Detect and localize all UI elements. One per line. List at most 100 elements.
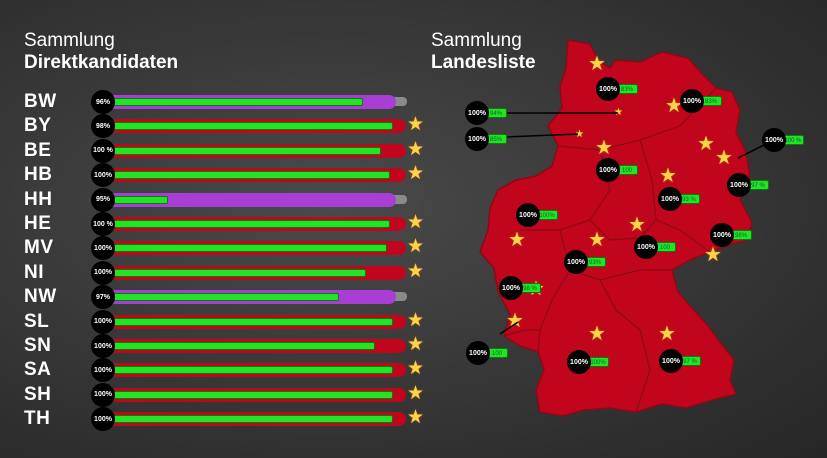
percent-badge: 100% bbox=[762, 128, 786, 152]
state-code: BY bbox=[24, 115, 52, 137]
star-icon: ★ bbox=[715, 147, 733, 169]
percent-badge: 98% bbox=[91, 114, 115, 139]
state-row-bw: BW 96% bbox=[24, 90, 407, 114]
star-icon: ★ bbox=[575, 129, 584, 140]
percent-badge: 100% bbox=[727, 173, 751, 197]
percent-badge: 100% bbox=[596, 77, 620, 101]
percent-badge: 100% bbox=[91, 358, 115, 383]
state-code: HB bbox=[24, 164, 53, 186]
percent-badge: 100% bbox=[466, 341, 490, 365]
star-icon: ★ bbox=[588, 323, 606, 345]
state-row-sn: SN 100% ★ bbox=[24, 334, 424, 358]
state-row-th: TH 100% ★ bbox=[24, 407, 424, 432]
border-line-8 bbox=[503, 329, 540, 337]
state-code: SL bbox=[24, 310, 50, 332]
star-icon: ★ bbox=[407, 212, 425, 233]
percent-badge: 97% bbox=[91, 285, 115, 310]
percent-badge: 100% bbox=[91, 382, 115, 407]
state-code: TH bbox=[24, 408, 51, 430]
star-icon: ★ bbox=[407, 309, 425, 331]
state-row-be: BE 100 % ★ bbox=[24, 138, 424, 163]
percent-badge: 95% bbox=[91, 187, 115, 212]
left-title: Sammlung Direktkandidaten bbox=[24, 30, 178, 74]
state-code: SN bbox=[24, 335, 52, 356]
state-code: MV bbox=[24, 237, 54, 259]
state-code: SH bbox=[24, 383, 52, 405]
state-row-by: BY 98% ★ bbox=[24, 114, 424, 139]
border-line-6 bbox=[537, 269, 571, 353]
state-row-ni: NI 100% ★ bbox=[24, 260, 424, 285]
left-title-line2: Direktkandidaten bbox=[24, 52, 179, 73]
star-icon: ★ bbox=[407, 163, 425, 185]
goal-bar bbox=[94, 192, 396, 207]
border-line-7 bbox=[599, 279, 651, 413]
right-title-line2: Landesliste bbox=[431, 52, 536, 73]
star-icon: ★ bbox=[407, 114, 425, 136]
state-row-sa: SA 100% ★ bbox=[24, 358, 424, 383]
star-icon: ★ bbox=[407, 382, 425, 404]
star-icon: ★ bbox=[407, 236, 425, 258]
percent-badge: 100 % bbox=[91, 138, 115, 163]
right-title: Sammlung Landesliste bbox=[431, 30, 536, 74]
state-row-mv: MV 100% ★ bbox=[24, 236, 424, 261]
state-code: BW bbox=[24, 91, 57, 112]
percent-badge: 100% bbox=[91, 309, 115, 334]
germany-outline bbox=[479, 39, 753, 417]
percent-badge: 100% bbox=[564, 250, 588, 274]
percent-badge: 100% bbox=[658, 187, 682, 211]
star-icon: ★ bbox=[665, 95, 683, 117]
state-row-sl: SL 100% ★ bbox=[24, 309, 424, 334]
percent-badge: 100 % bbox=[91, 212, 115, 236]
state-code: HH bbox=[24, 188, 53, 210]
state-row-hb: HB 100% ★ bbox=[24, 163, 424, 188]
state-row-sh: SH 100% ★ bbox=[24, 382, 424, 407]
percent-badge: 100% bbox=[516, 203, 540, 227]
percent-badge: 100% bbox=[91, 236, 115, 261]
state-row-nw: NW 97% bbox=[24, 285, 407, 310]
percent-badge: 100% bbox=[634, 235, 658, 259]
state-code: NI bbox=[24, 261, 44, 283]
percent-badge: 100% bbox=[596, 158, 620, 182]
germany-map bbox=[440, 30, 770, 435]
star-icon: ★ bbox=[407, 334, 425, 355]
star-icon: ★ bbox=[508, 229, 526, 251]
percent-badge: 100% bbox=[567, 350, 591, 374]
percent-badge: 100% bbox=[710, 223, 734, 247]
percent-badge: 100% bbox=[91, 334, 115, 358]
state-code: BE bbox=[24, 139, 52, 161]
star-icon: ★ bbox=[628, 214, 646, 236]
percent-badge: 96% bbox=[91, 90, 115, 114]
star-icon: ★ bbox=[506, 310, 524, 332]
star-icon: ★ bbox=[658, 323, 676, 345]
border-line-4 bbox=[589, 219, 657, 241]
star-icon: ★ bbox=[704, 244, 722, 266]
star-icon: ★ bbox=[407, 407, 425, 429]
connector-line bbox=[504, 133, 579, 138]
star-icon: ★ bbox=[659, 165, 677, 187]
star-icon: ★ bbox=[588, 53, 606, 75]
left-title-line1: Sammlung bbox=[24, 30, 115, 51]
star-icon: ★ bbox=[614, 107, 623, 118]
state-code: SA bbox=[24, 359, 52, 381]
percent-badge: 100% bbox=[499, 276, 523, 300]
percent-badge: 100% bbox=[91, 260, 115, 285]
state-row-hh: HH 95% bbox=[24, 187, 407, 212]
star-icon: ★ bbox=[407, 138, 425, 160]
star-icon: ★ bbox=[595, 137, 613, 159]
star-icon: ★ bbox=[697, 133, 715, 155]
percent-badge: 100% bbox=[91, 163, 115, 188]
star-icon: ★ bbox=[407, 358, 425, 380]
state-row-he: HE 100 % ★ bbox=[24, 212, 424, 236]
germany-map-shape bbox=[479, 39, 753, 417]
percent-badge: 100% bbox=[465, 127, 489, 151]
star-icon: ★ bbox=[407, 260, 425, 282]
percent-badge: 100% bbox=[680, 89, 704, 113]
percent-badge: 100% bbox=[465, 101, 489, 125]
state-code: NW bbox=[24, 286, 57, 308]
connector-line bbox=[499, 321, 519, 335]
percent-badge: 100% bbox=[91, 407, 115, 432]
right-title-line1: Sammlung bbox=[431, 30, 522, 51]
percent-badge: 100% bbox=[659, 349, 683, 373]
state-code: HE bbox=[24, 213, 52, 234]
